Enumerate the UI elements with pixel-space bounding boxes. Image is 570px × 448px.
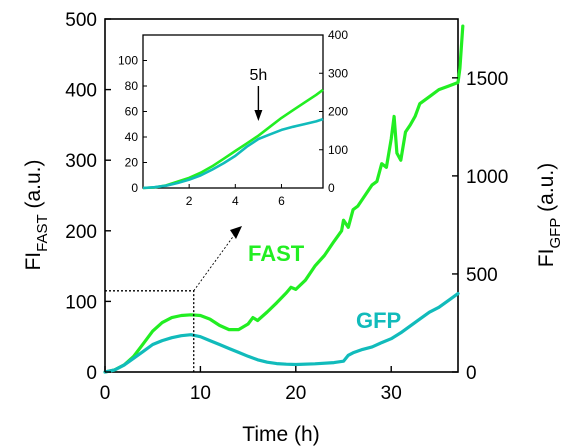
fast-series-label: FAST	[248, 241, 305, 266]
inset-y-left-tick-label: 60	[125, 105, 139, 119]
inset-y-left-tick-label: 100	[118, 54, 138, 68]
y-right-tick-label: 0	[466, 363, 477, 384]
gfp-series-label: GFP	[356, 308, 401, 333]
inset-x-tick-label: 2	[186, 194, 193, 208]
right-axis-title: FIGFP (a.u.)	[535, 163, 564, 267]
inset-y-left-tick-label: 20	[125, 156, 139, 170]
inset-y-left-tick-label: 80	[125, 79, 139, 93]
main-series-group	[103, 24, 465, 374]
x-tick-label: 30	[381, 383, 402, 404]
inset-y-left-tick-label: 40	[125, 130, 139, 144]
x-tick-label: 20	[285, 383, 306, 404]
inset-y-right-tick-label: 0	[328, 181, 335, 195]
y-right-tick-label: 500	[466, 265, 498, 286]
inset-annotation-label: 5h	[249, 67, 267, 84]
zoom-region	[105, 226, 242, 372]
zoom-arrow-head	[230, 226, 242, 239]
zoom-connector-line	[193, 233, 236, 292]
inset-y-right-tick-label: 200	[328, 105, 348, 119]
left-axis-title: FIFAST (a.u.)	[22, 159, 51, 270]
inset-y-right-tick-label: 300	[328, 66, 348, 80]
main-plot-frame	[104, 18, 459, 373]
gfp-series-line	[103, 292, 460, 374]
inset-y-right-tick-label: 100	[328, 143, 348, 157]
inset-plot-frame	[142, 34, 324, 189]
x-tick-label: 10	[190, 383, 211, 404]
inset-x-tick-label: 6	[278, 194, 285, 208]
inset-y-left-tick-label: 0	[131, 181, 138, 195]
inset-annotation-arrow-head	[254, 110, 263, 121]
inset-x-tick-label: 4	[232, 194, 239, 208]
y-right-tick-label: 1000	[466, 167, 508, 188]
y-left-tick-label: 300	[65, 151, 97, 172]
y-right-tick-label: 1500	[466, 69, 508, 90]
x-tick-label: 0	[100, 383, 111, 404]
inset-y-right-tick-label: 400	[328, 28, 348, 42]
y-left-tick-label: 0	[86, 363, 97, 384]
x-axis-title: Time (h)	[242, 423, 319, 446]
y-left-tick-label: 400	[65, 81, 97, 102]
y-left-tick-label: 100	[65, 292, 97, 313]
fast-series-line	[103, 24, 465, 374]
zoom-box-outline	[105, 290, 195, 372]
y-left-tick-label: 500	[65, 10, 97, 31]
main-plot-area	[104, 18, 459, 373]
y-left-tick-label: 200	[65, 222, 97, 243]
inset-gfp-series-line	[142, 117, 324, 190]
